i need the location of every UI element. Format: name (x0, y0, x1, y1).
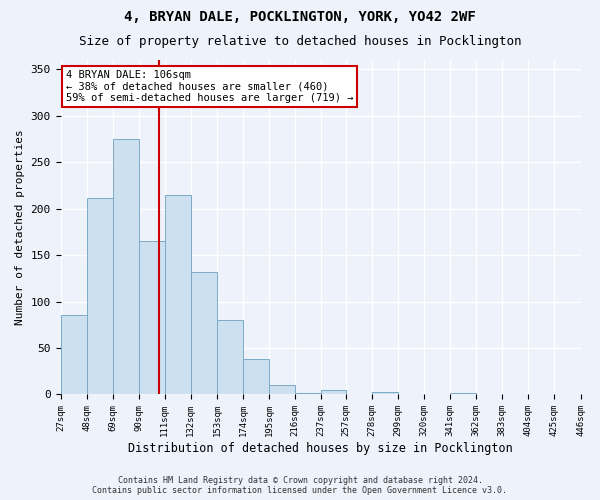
Bar (295, 392, 321, 394)
Bar (165, 194, 191, 394)
Bar (61, 316, 86, 394)
Text: 4 BRYAN DALE: 106sqm
← 38% of detached houses are smaller (460)
59% of semi-deta: 4 BRYAN DALE: 106sqm ← 38% of detached h… (66, 70, 353, 103)
Bar (86, 198, 113, 394)
Bar (139, 241, 165, 394)
Bar (217, 320, 243, 394)
Bar (243, 359, 269, 394)
Y-axis label: Number of detached properties: Number of detached properties (15, 130, 25, 325)
Bar (191, 272, 217, 394)
Text: 4, BRYAN DALE, POCKLINGTON, YORK, YO42 2WF: 4, BRYAN DALE, POCKLINGTON, YORK, YO42 2… (124, 10, 476, 24)
Bar (450, 392, 476, 394)
X-axis label: Distribution of detached houses by size in Pocklington: Distribution of detached houses by size … (128, 442, 513, 455)
Text: Size of property relative to detached houses in Pocklington: Size of property relative to detached ho… (79, 35, 521, 48)
Bar (321, 390, 346, 394)
Bar (372, 392, 398, 394)
Bar (269, 385, 295, 394)
Bar (113, 139, 139, 394)
Text: Contains HM Land Registry data © Crown copyright and database right 2024.
Contai: Contains HM Land Registry data © Crown c… (92, 476, 508, 495)
